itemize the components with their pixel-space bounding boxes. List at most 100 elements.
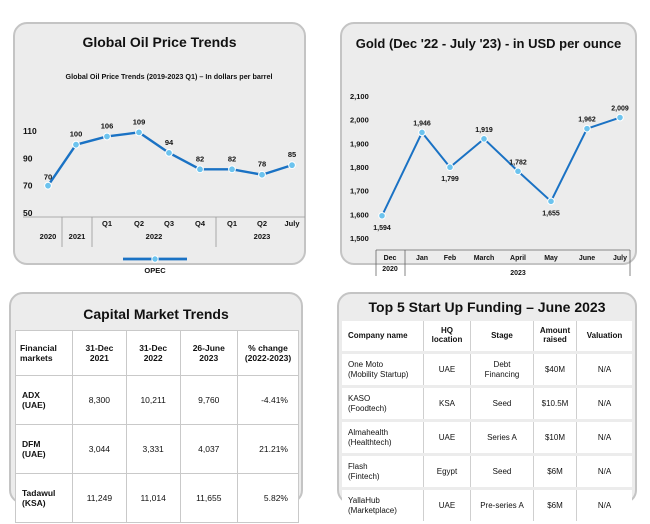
oil-data-point [258,170,266,179]
value-2022: 11,014 [125,473,181,523]
funding-stage: Seed [470,388,533,419]
oil-data-point [165,148,173,157]
gold-y-tick-label: 1,900 [350,139,369,148]
gold-y-tick-label: 1,600 [350,210,369,219]
oil-y-tick-label: 110 [23,126,37,136]
oil-data-label: 70 [44,173,52,182]
gold-series-line [381,116,621,217]
table-row: Tadawul (KSA) 11,249 11,014 11,655 5.82% [15,473,299,523]
gold-x-month-label: March [474,255,495,262]
oil-x-year-label: 2020 [40,232,57,241]
oil-data-label: 106 [101,121,114,130]
oil-x-quarter-label: Q1 [227,219,237,228]
gold-y-tick-label: 1,500 [350,234,369,243]
gold-price-chart: 1,500 1,600 1,700 1,800 1,900 2,000 2,100 1,594… [350,92,631,277]
table-row: Flash (Fintech) Egypt Seed $6M N/A [342,456,632,487]
oil-x-quarter-label: Q2 [134,219,144,228]
oil-y-tick-label: 50 [23,208,33,218]
hq-location: UAE [423,354,470,385]
col-header-valuation: Valuation [576,321,632,351]
gold-data-label: 2,009 [611,106,629,113]
oil-x-quarter-label: Q1 [102,219,112,228]
value-2022: 3,331 [125,424,181,474]
table-header-row: Company name HQ location Stage Amount ra… [342,321,632,351]
col-header-markets: Financial markets [15,330,73,376]
oil-x-year-label: 2023 [254,232,271,241]
table-row: One Moto (Mobility Startup) UAE Debt Finan… [342,354,632,385]
oil-data-point [135,128,143,137]
valuation: N/A [576,456,632,487]
oil-chart-subtitle: Global Oil Price Trends (2019-2023 Q1) –… [66,72,273,81]
gold-data-point [514,167,522,176]
oil-data-point [228,165,236,174]
gold-x-month-label: Jan [416,255,428,262]
market-name: Tadawul (KSA) [15,473,73,523]
table-row: YallaHub (Marketplace) UAE Pre-series A $… [342,490,632,521]
gold-data-label: 1,919 [475,127,493,134]
gold-y-tick-label: 2,100 [350,92,369,101]
value-2023: 4,037 [179,424,239,474]
oil-data-label: 78 [258,160,266,169]
gold-x-month-label: June [579,255,595,262]
oil-x-quarter-label: July [284,219,300,228]
col-header-hq: HQ location [423,321,470,351]
oil-y-tick-label: 90 [23,153,33,163]
gold-data-point [616,113,624,122]
oil-x-year-label: 2021 [69,232,86,241]
percent-change: 5.82% [237,473,299,523]
col-header-change: % change (2022-2023) [237,330,299,376]
capital-market-table: Financial markets 31-Dec 2021 31-Dec 202… [15,330,299,523]
oil-x-quarter-label: Q2 [257,219,267,228]
gold-data-label: 1,799 [441,176,459,183]
oil-panel-title: Global Oil Price Trends [82,34,237,50]
gold-x-year-label: 2020 [382,266,398,273]
gold-data-label: 1,962 [578,117,596,124]
company-name: Almahealth (Healthtech) [342,422,423,453]
oil-data-label: 100 [70,130,83,139]
table-row: Almahealth (Healthtech) UAE Series A $10M… [342,422,632,453]
oil-x-quarter-label: Q4 [195,219,206,228]
gold-x-month-label: May [544,255,558,262]
col-header-2022: 31-Dec 2022 [125,330,181,376]
oil-data-point [196,165,204,174]
company-name: YallaHub (Marketplace) [342,490,423,521]
oil-y-tick-label: 70 [23,181,33,191]
startup-funding-panel: Top 5 Start Up Funding – June 2023 Compa… [337,292,637,521]
company-name: One Moto (Mobility Startup) [342,354,423,385]
col-header-stage: Stage [470,321,533,351]
amount-raised: $10.5M [533,388,576,419]
gold-data-label: 1,782 [509,159,527,166]
value-2023: 9,760 [179,375,239,425]
amount-raised: $6M [533,456,576,487]
gold-y-tick-label: 2,000 [350,116,369,125]
funding-stage: Seed [470,456,533,487]
percent-change: -4.41% [237,375,299,425]
gold-data-point [583,124,591,133]
hq-location: UAE [423,422,470,453]
value-2022: 10,211 [125,375,181,425]
oil-x-year-label: 2022 [146,232,163,241]
table-header-row: Financial markets 31-Dec 2021 31-Dec 202… [15,330,299,376]
funding-stage: Series A [470,422,533,453]
col-header-2021: 31-Dec 2021 [72,330,127,376]
oil-legend-marker [151,255,159,263]
oil-price-chart: Global Oil Price Trends (2019-2023 Q1) –… [23,72,305,275]
valuation: N/A [576,354,632,385]
gold-data-point [480,135,488,143]
gold-x-month-label: April [510,255,526,262]
gold-data-point [378,211,386,220]
oil-data-point [288,161,296,170]
table-row: ADX (UAE) 8,300 10,211 9,760 -4.41% [15,375,299,425]
oil-data-point [103,132,111,141]
oil-data-label: 82 [196,154,204,163]
gold-panel-title: Gold (Dec '22 - July '23) - in USD per o… [355,36,622,51]
oil-price-panel: Global Oil Price Trends Global Oil Price… [13,22,306,275]
startup-panel-title: Top 5 Start Up Funding – June 2023 [368,299,606,315]
oil-data-point [72,140,80,149]
amount-raised: $40M [533,354,576,385]
funding-stage: Debt Financing [470,354,533,385]
valuation: N/A [576,422,632,453]
company-name: Flash (Fintech) [342,456,423,487]
valuation: N/A [576,490,632,521]
amount-raised: $10M [533,422,576,453]
